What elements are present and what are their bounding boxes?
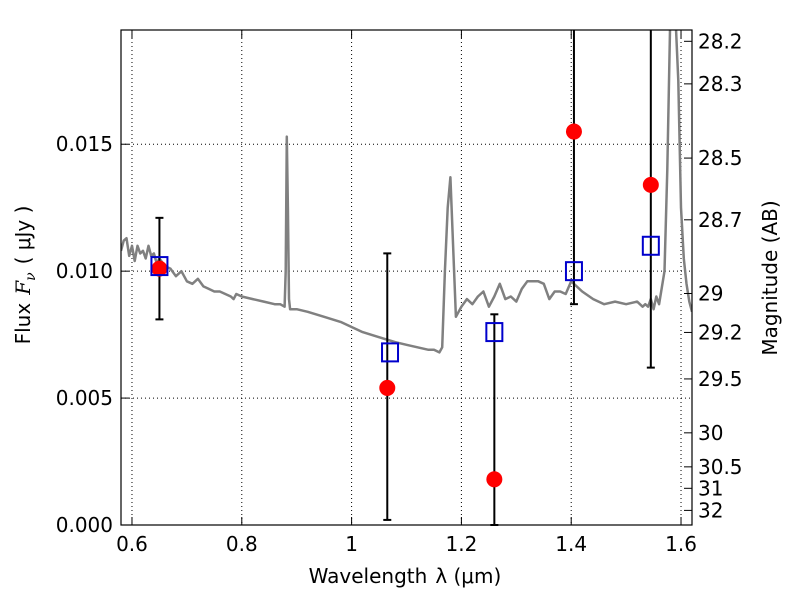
grid-lines (121, 30, 692, 525)
y-axis: 0.000 0.005 0.010 0.015 (56, 132, 129, 537)
magnitude-tick-label: 31 (698, 476, 723, 500)
magnitude-tick-label: 32 (698, 498, 723, 522)
x-tick-label: 0.6 (116, 532, 148, 556)
observed-flux-point (379, 379, 396, 396)
magnitude-tick-label: 29.2 (698, 320, 743, 344)
x-tick-label: 0.8 (226, 532, 258, 556)
spectrum-line (121, 30, 692, 354)
x-tick-label: 1 (345, 532, 358, 556)
observed-flux-point (642, 176, 659, 193)
plot-frame (120, 29, 693, 526)
x-tick-label: 1.4 (555, 532, 587, 556)
model-photometry-square (641, 235, 660, 256)
magnitude-tick-label: 29.5 (698, 367, 743, 391)
x-tick-label: 1.6 (665, 532, 697, 556)
y-tick-label: 0.000 (56, 513, 113, 537)
magnitude-tick-label: 28.3 (698, 72, 743, 96)
magnitude-tick-label: 30 (698, 421, 723, 445)
magnitude-tick-label: 28.5 (698, 146, 743, 170)
y-tick-label: 0.015 (56, 132, 113, 156)
magnitude-tick-label: 30.5 (698, 455, 743, 479)
model-photometry-square (381, 342, 400, 363)
x-tick-label: 1.2 (445, 532, 477, 556)
x-axis-title: Wavelength λ (μm) (309, 564, 502, 588)
magnitude-tick-label: 29 (698, 281, 723, 305)
squares-layer (150, 235, 660, 363)
y-axis-title: FluxFν( μJy ) (11, 206, 39, 345)
x-axis: 0.6 0.8 1 1.2 1.4 1.6 (116, 30, 697, 556)
observed-flux-point (565, 123, 582, 140)
observed-flux-point (151, 260, 168, 277)
y-tick-label: 0.005 (56, 386, 113, 410)
model-photometry-square (150, 256, 169, 277)
observed-flux-point (486, 471, 503, 488)
model-photometry-square (564, 261, 583, 282)
magnitude-axis-title: Magnitude (AB) (758, 200, 782, 355)
errorbar-layer (155, 30, 655, 526)
model-photometry-square (485, 322, 504, 343)
magnitude-tick-label: 28.2 (698, 29, 743, 53)
spectrum-layer (121, 30, 692, 354)
points-layer (151, 123, 659, 488)
magnitude-tick-label: 28.7 (698, 208, 743, 232)
y-tick-label: 0.010 (56, 259, 113, 283)
